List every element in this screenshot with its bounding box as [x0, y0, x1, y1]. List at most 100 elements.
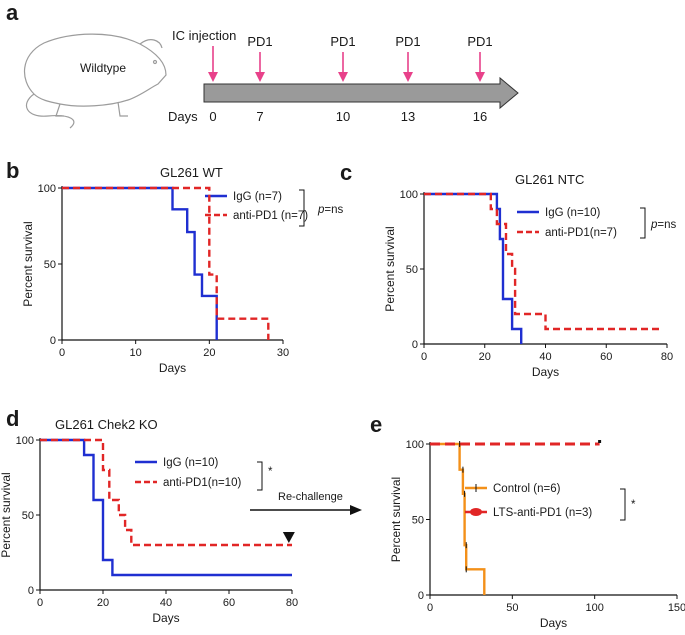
y-tick-label: 0 — [412, 339, 418, 351]
significance-label: * — [268, 466, 273, 478]
panel-b-title: GL261 WT — [160, 165, 223, 180]
day-tick-label: 16 — [473, 109, 487, 124]
x-tick-label: 40 — [160, 597, 172, 609]
legend-marker — [470, 508, 482, 516]
panel-e-letter: e — [370, 412, 382, 437]
y-tick-label: 100 — [16, 435, 34, 447]
legend-label: IgG (n=7) — [233, 191, 282, 203]
legend-label: anti-PD1(n=10) — [163, 477, 241, 489]
panel-d-chart: GL261 Chek2 KO 0 20 40 60 80 0 50 100 Days Percent… — [0, 417, 298, 625]
y-tick-label: 100 — [400, 189, 418, 201]
panel-c-letter: c — [340, 160, 352, 185]
y-tick-label: 50 — [22, 510, 34, 522]
panel-d-letter: d — [6, 406, 19, 431]
x-tick-label: 150 — [668, 602, 685, 614]
injection-arrowhead — [403, 72, 413, 82]
day-tick-label: 0 — [209, 109, 216, 124]
y-tick-label: 50 — [406, 264, 418, 276]
x-tick-label: 0 — [427, 602, 433, 614]
panel-c-ylabel: Percent survival — [383, 226, 397, 311]
panel-a-letter: a — [6, 0, 19, 25]
pd1-label: PD1 — [330, 34, 355, 49]
x-tick-label: 30 — [277, 347, 289, 359]
significance-label: * — [631, 499, 636, 511]
survival-curve — [424, 192, 523, 344]
day-tick-label: 13 — [401, 109, 415, 124]
days-label: Days — [168, 109, 198, 124]
legend-label: LTS-anti-PD1 (n=3) — [493, 507, 592, 519]
y-tick-label: 100 — [38, 183, 56, 195]
panel-d-title: GL261 Chek2 KO — [55, 417, 158, 432]
censor-mark — [598, 440, 602, 443]
rechallenge-label: Re-challenge — [278, 491, 343, 503]
significance-bracket — [257, 461, 263, 491]
panel-e-ylabel: Percent survival — [389, 477, 403, 562]
legend-label: IgG (n=10) — [163, 457, 218, 469]
legend-label: IgG (n=10) — [545, 207, 600, 219]
panel-b-ylabel: Percent survival — [21, 221, 35, 306]
day-tick-label: 10 — [336, 109, 350, 124]
panel-b-letter: b — [6, 158, 19, 183]
survival-curve — [424, 192, 661, 331]
panel-c-title: GL261 NTC — [515, 172, 584, 187]
timeline: Days 0 7 PD1 10 PD1 13 PD1 16 PD1 — [168, 34, 519, 124]
pd1-label: PD1 — [395, 34, 420, 49]
y-tick-label: 0 — [418, 590, 424, 602]
panel-c-xlabel: Days — [532, 365, 559, 379]
rechallenge-arrowhead — [350, 505, 362, 515]
x-tick-label: 40 — [539, 351, 551, 363]
day-tick-label: 7 — [256, 109, 263, 124]
legend-label: Control (n=6) — [493, 483, 561, 495]
x-tick-label: 80 — [661, 351, 673, 363]
rechallenge-marker — [282, 532, 295, 543]
survival-curve — [40, 438, 292, 577]
x-tick-label: 20 — [203, 347, 215, 359]
significance-label: p=ns — [650, 219, 677, 231]
panel-b-xlabel: Days — [159, 361, 186, 375]
injection-arrowhead — [208, 72, 218, 82]
significance-bracket — [299, 189, 305, 227]
ic-injection-label: IC injection — [172, 28, 236, 43]
timeline-bar — [203, 76, 519, 110]
y-tick-label: 50 — [412, 515, 424, 527]
injection-arrowhead — [255, 72, 265, 82]
panel-e-xlabel: Days — [540, 616, 567, 630]
x-tick-label: 100 — [585, 602, 603, 614]
x-tick-label: 20 — [479, 351, 491, 363]
x-tick-label: 60 — [600, 351, 612, 363]
survival-curve — [430, 442, 486, 595]
y-tick-label: 100 — [406, 439, 424, 451]
x-tick-label: 0 — [59, 347, 65, 359]
x-tick-label: 0 — [421, 351, 427, 363]
x-tick-label: 80 — [286, 597, 298, 609]
panel-c-chart: GL261 NTC 0 20 40 60 80 0 50 100 Days Percent surv… — [383, 172, 677, 379]
pd1-label: PD1 — [247, 34, 272, 49]
injection-arrowhead — [338, 72, 348, 82]
y-tick-label: 0 — [28, 585, 34, 597]
injection-arrowhead — [475, 72, 485, 82]
x-tick-label: 20 — [97, 597, 109, 609]
legend-label: anti-PD1(n=7) — [545, 227, 617, 239]
x-tick-label: 10 — [130, 347, 142, 359]
x-tick-label: 50 — [506, 602, 518, 614]
panel-e-chart: 0 50 100 150 0 50 100 Days Percent survival Contr… — [389, 439, 685, 630]
significance-bracket — [640, 207, 646, 239]
pd1-label: PD1 — [467, 34, 492, 49]
survival-curve — [62, 186, 270, 340]
survival-curve — [62, 186, 218, 340]
x-tick-label: 60 — [223, 597, 235, 609]
significance-label: p=ns — [317, 204, 344, 216]
y-tick-label: 50 — [44, 259, 56, 271]
y-tick-label: 0 — [50, 335, 56, 347]
panel-b-chart: GL261 WT 0 10 20 30 0 50 100 Days Percent surviva… — [21, 165, 344, 375]
panel-d-xlabel: Days — [152, 611, 179, 625]
mouse-label: Wildtype — [80, 61, 126, 75]
charts: GL261 WT 0 10 20 30 0 50 100 Days Percent surviva… — [0, 165, 685, 630]
legend-label: anti-PD1 (n=7) — [233, 210, 308, 222]
mouse-illustration — [23, 33, 167, 129]
panel-d-ylabel: Percent survival — [0, 472, 13, 557]
significance-bracket — [620, 488, 626, 521]
x-tick-label: 0 — [37, 597, 43, 609]
survival-curve — [40, 438, 292, 547]
